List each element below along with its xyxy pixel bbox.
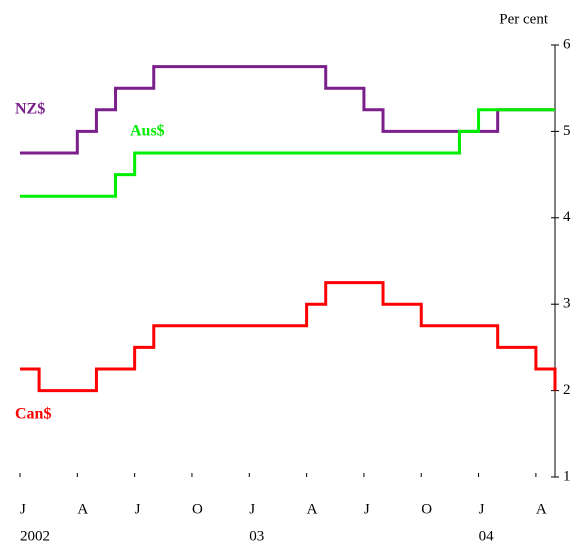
- x-tick-label: A: [536, 501, 547, 517]
- x-tick-label: O: [421, 501, 432, 517]
- series-label: Can$: [15, 406, 51, 423]
- x-year-label: 04: [479, 528, 495, 544]
- x-tick-label: A: [307, 501, 318, 517]
- series-line: [20, 65, 555, 155]
- x-tick-label: J: [364, 501, 370, 517]
- x-tick-label: J: [479, 501, 485, 517]
- x-year-label: 03: [249, 528, 264, 544]
- series-line: [20, 108, 555, 198]
- y-tick-label: 5: [563, 123, 571, 139]
- x-tick-label: J: [135, 501, 141, 517]
- x-tick-label: J: [249, 501, 255, 517]
- series-line: [20, 281, 557, 393]
- y-tick-label: 6: [563, 36, 571, 52]
- x-year-label: 2002: [20, 528, 50, 544]
- x-tick-label: A: [77, 501, 88, 517]
- y-tick-label: 4: [563, 209, 571, 225]
- y-tick-label: 2: [563, 382, 571, 398]
- y-tick-label: 3: [563, 296, 571, 312]
- series-label: Aus$: [130, 123, 165, 140]
- x-tick-label: O: [192, 501, 203, 517]
- y-tick-label: 1: [563, 468, 571, 484]
- series-label: NZ$: [15, 101, 45, 118]
- x-tick-label: J: [20, 501, 26, 517]
- y-axis-label: Per cent: [499, 11, 549, 27]
